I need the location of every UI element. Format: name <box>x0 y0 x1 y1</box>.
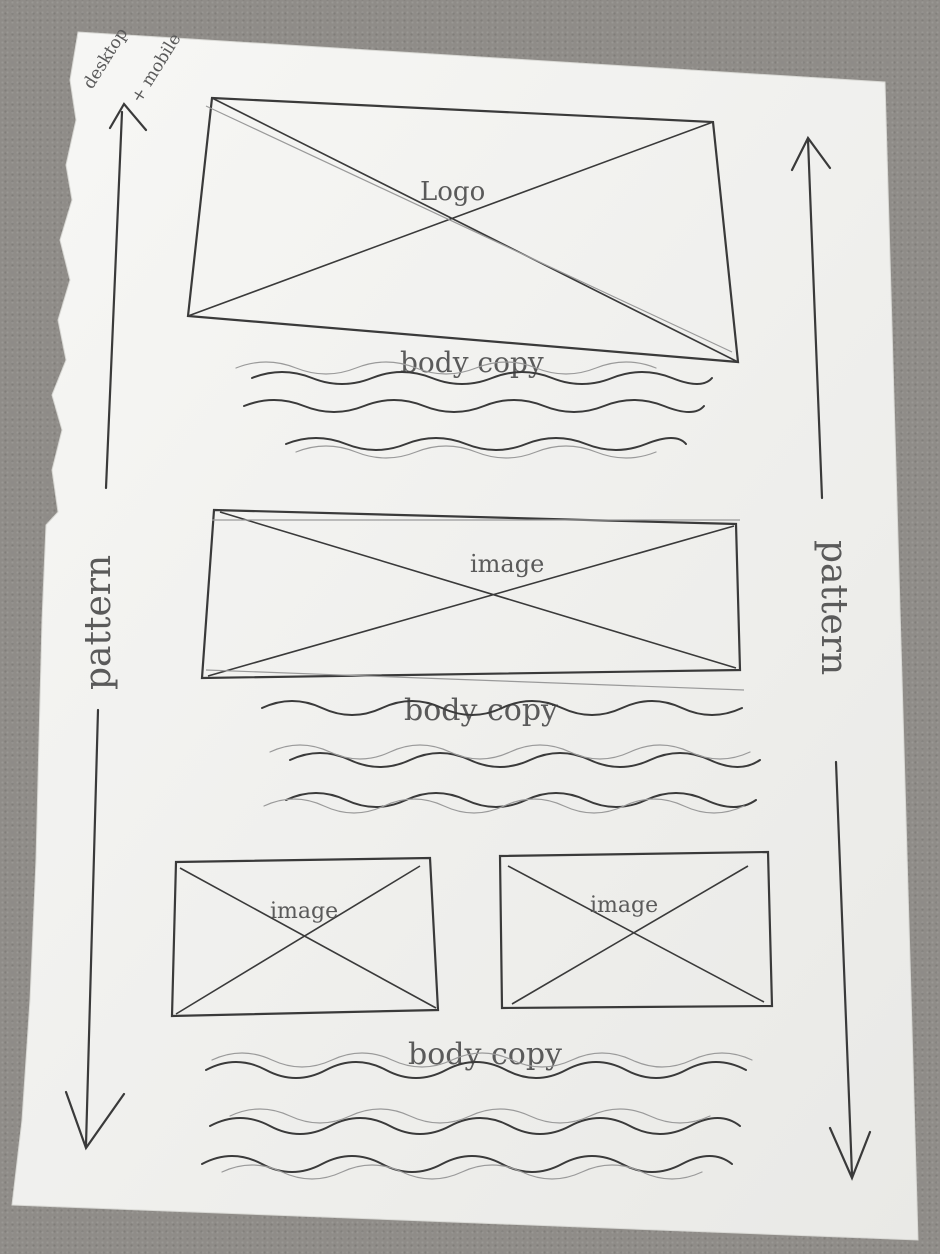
pair-body-copy-lines <box>201 1052 753 1180</box>
placeholder-x-icon <box>175 865 437 1015</box>
arrow-down-icon <box>828 760 872 1181</box>
arrow-up-icon <box>104 102 148 490</box>
image-left-label: image <box>270 899 338 924</box>
image-label: image <box>470 550 544 578</box>
image-placeholder <box>200 508 745 691</box>
right-pattern-label: pattern <box>813 540 854 675</box>
image-body-copy-lines <box>261 700 761 814</box>
placeholder-x-icon <box>207 511 737 677</box>
logo-label: Logo <box>420 177 485 207</box>
image-right-placeholder <box>498 850 774 1010</box>
image-body-copy-label: body copy <box>404 693 558 728</box>
arrow-down-icon <box>64 708 126 1151</box>
right-pattern-indicator <box>790 135 872 1181</box>
placeholder-x-icon <box>507 865 765 1005</box>
logo-body-copy-lines <box>235 361 713 459</box>
left-pattern-label: pattern <box>78 555 119 690</box>
arrow-up-icon <box>790 135 832 500</box>
left-pattern-indicator <box>64 102 148 1151</box>
image-left-placeholder <box>170 856 440 1018</box>
image-right-label: image <box>590 893 658 918</box>
placeholder-x-icon <box>187 97 739 363</box>
paper-sheet <box>11 31 919 1241</box>
logo-placeholder <box>186 96 740 364</box>
logo-body-copy-label: body copy <box>400 346 544 379</box>
